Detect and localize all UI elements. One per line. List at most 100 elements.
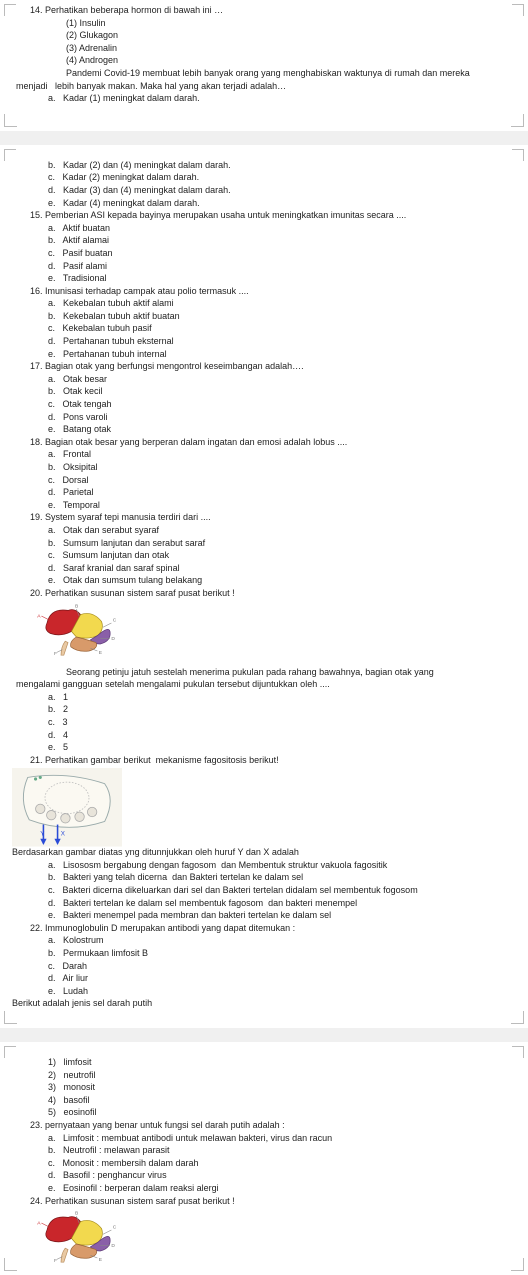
q24-stem: 24. Perhatikan susunan sistem saraf pusa… <box>12 1195 516 1208</box>
q14-opt: (4) Androgen <box>12 54 516 67</box>
q15-opt: d. Pasif alami <box>12 260 516 273</box>
svg-text:F: F <box>54 1258 57 1264</box>
q23-opt: c. Monosit : membersih dalam darah <box>12 1157 516 1170</box>
q-text: Perhatikan beberapa hormon di bawah ini … <box>45 5 223 15</box>
q19-stem: 19. System syaraf tepi manusia terdiri d… <box>12 511 516 524</box>
corner <box>512 149 524 161</box>
q17-opt: e. Batang otak <box>12 423 516 436</box>
list-item: 1) limfosit <box>12 1056 516 1069</box>
q14-ans: d. Kadar (3) dan (4) meningkat dalam dar… <box>12 184 516 197</box>
q-num: 14. <box>30 5 43 15</box>
brain-diagram: A B C D E F <box>30 602 120 658</box>
q22-stem: 22. Immunoglobulin D merupakan antibodi … <box>12 922 516 935</box>
list-item: 5) eosinofil <box>12 1106 516 1119</box>
corner <box>4 1046 16 1058</box>
corner <box>512 4 524 16</box>
q14-context: menjadi lebih banyak makan. Maka hal yan… <box>12 80 516 93</box>
q14-ans: b. Kadar (2) dan (4) meningkat dalam dar… <box>12 159 516 172</box>
q21-context: Berdasarkan gambar diatas yng ditunnjukk… <box>12 846 516 859</box>
q18-opt: e. Temporal <box>12 499 516 512</box>
q21-stem: 21. Perhatikan gambar berikut mekanisme … <box>12 754 516 767</box>
q21-opt: c. Bakteri dicerna dikeluarkan dari sel … <box>12 884 516 897</box>
q19-opt: b. Sumsum lanjutan dan serabut saraf <box>12 537 516 550</box>
corner <box>512 1046 524 1058</box>
q20-stem: 20. Perhatikan susunan sistem saraf pusa… <box>12 587 516 600</box>
q21-opt: d. Bakteri tertelan ke dalam sel membent… <box>12 897 516 910</box>
q15-opt: e. Tradisional <box>12 272 516 285</box>
trailing-text: Berikut adalah jenis sel darah putih <box>12 997 516 1010</box>
q14-opt: (1) Insulin <box>12 17 516 30</box>
q19-opt: d. Saraf kranial dan saraf spinal <box>12 562 516 575</box>
q18-opt: d. Parietal <box>12 486 516 499</box>
q21-opt: e. Bakteri menempel pada membran dan bak… <box>12 909 516 922</box>
q17-opt: b. Otak kecil <box>12 385 516 398</box>
brain-label-a: A <box>37 613 41 619</box>
q14-ans-a: a. Kadar (1) meningkat dalam darah. <box>12 92 516 105</box>
q15-opt: c. Pasif buatan <box>12 247 516 260</box>
q14-stem: 14. Perhatikan beberapa hormon di bawah … <box>12 4 516 17</box>
q23-opt: b. Neutrofil : melawan parasit <box>12 1144 516 1157</box>
q16-opt: d. Pertahanan tubuh eksternal <box>12 335 516 348</box>
q22-opt: a. Kolostrum <box>12 934 516 947</box>
q18-opt: c. Dorsal <box>12 474 516 487</box>
q23-opt: d. Basofil : penghancur virus <box>12 1169 516 1182</box>
svg-text:D: D <box>111 1243 115 1249</box>
svg-text:E: E <box>99 1257 103 1263</box>
q14-ans: c. Kadar (2) meningkat dalam darah. <box>12 171 516 184</box>
q16-opt: e. Pertahanan tubuh internal <box>12 348 516 361</box>
q18-stem: 18. Bagian otak besar yang berperan dala… <box>12 436 516 449</box>
q20-opt: a. 1 <box>12 691 516 704</box>
q15-opt: b. Aktif alamai <box>12 234 516 247</box>
q18-opt: b. Oksipital <box>12 461 516 474</box>
q17-opt: d. Pons varoli <box>12 411 516 424</box>
brain-label-d: D <box>111 635 115 641</box>
brain-label-c: C <box>113 617 117 623</box>
q21-opt: b. Bakteri yang telah dicerna dan Bakter… <box>12 871 516 884</box>
q20-opt: d. 4 <box>12 729 516 742</box>
q23-opt: a. Limfosit : membuat antibodi untuk mel… <box>12 1132 516 1145</box>
q22-opt: d. Air liur <box>12 972 516 985</box>
q23-stem: 23. pernyataan yang benar untuk fungsi s… <box>12 1119 516 1132</box>
svg-text:C: C <box>113 1225 117 1231</box>
brain-diagram-2: A B C D E F <box>30 1209 120 1265</box>
list-item: 2) neutrofil <box>12 1069 516 1082</box>
corner <box>4 4 16 16</box>
q14-opt: (2) Glukagon <box>12 29 516 42</box>
q22-opt: e. Ludah <box>12 985 516 998</box>
corner <box>4 149 16 161</box>
q20-opt: b. 2 <box>12 703 516 716</box>
q16-opt: b. Kekebalan tubuh aktif buatan <box>12 310 516 323</box>
brain-label-b: B <box>75 603 78 609</box>
q14-ans: e. Kadar (4) meningkat dalam darah. <box>12 197 516 210</box>
q16-stem: 16. Imunisasi terhadap campak atau polio… <box>12 285 516 298</box>
q14-opt: (3) Adrenalin <box>12 42 516 55</box>
q17-stem: 17. Bagian otak yang berfungsi mengontro… <box>12 360 516 373</box>
q20-context: Seorang petinju jatuh sestelah menerima … <box>12 666 516 679</box>
page-2: b. Kadar (2) dan (4) meningkat dalam dar… <box>0 145 528 1028</box>
list-item: 4) basofil <box>12 1094 516 1107</box>
q16-opt: a. Kekebalan tubuh aktif alami <box>12 297 516 310</box>
q21-opt: a. Lisososm bergabung dengan fagosom dan… <box>12 859 516 872</box>
q17-opt: c. Otak tengah <box>12 398 516 411</box>
q15-stem: 15. Pemberian ASI kepada bayinya merupak… <box>12 209 516 222</box>
brain-label-e: E <box>99 649 103 655</box>
q19-opt: e. Otak dan sumsum tulang belakang <box>12 574 516 587</box>
q16-opt: c. Kekebalan tubuh pasif <box>12 322 516 335</box>
q18-opt: a. Frontal <box>12 448 516 461</box>
list-item: 3) monosit <box>12 1081 516 1094</box>
svg-text:B: B <box>75 1211 78 1217</box>
q20-context: mengalami gangguan setelah mengalami puk… <box>12 678 516 691</box>
q23-opt: e. Eosinofil : berperan dalam reaksi ale… <box>12 1182 516 1195</box>
q14-context: Pandemi Covid-19 membuat lebih banyak or… <box>12 67 516 80</box>
q19-opt: c. Sumsum lanjutan dan otak <box>12 549 516 562</box>
svg-text:A: A <box>37 1221 41 1227</box>
q17-opt: a. Otak besar <box>12 373 516 386</box>
phagocytosis-diagram: Y X <box>12 768 122 844</box>
q15-opt: a. Aktif buatan <box>12 222 516 235</box>
q20-opt: c. 3 <box>12 716 516 729</box>
page-1: 14. Perhatikan beberapa hormon di bawah … <box>0 0 528 131</box>
q22-opt: c. Darah <box>12 960 516 973</box>
q22-opt: b. Permukaan limfosit B <box>12 947 516 960</box>
q19-opt: a. Otak dan serabut syaraf <box>12 524 516 537</box>
q20-opt: e. 5 <box>12 741 516 754</box>
